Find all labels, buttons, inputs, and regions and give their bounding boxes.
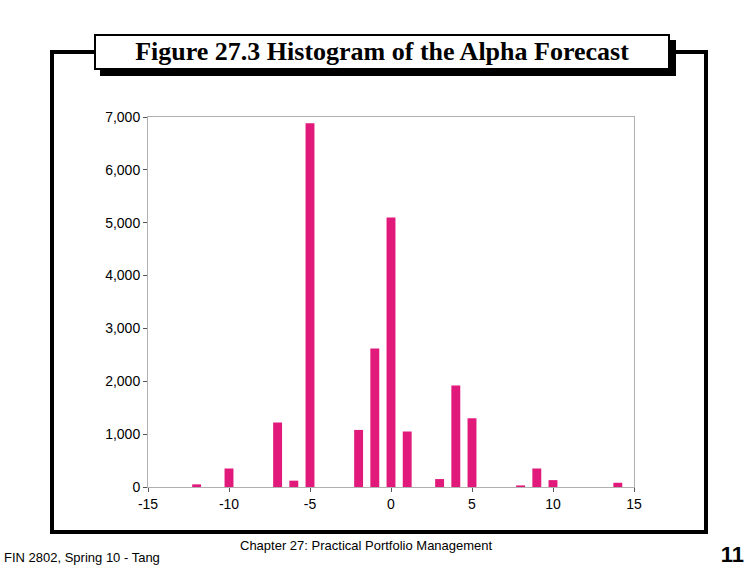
- html-text:Chapter 27: Practical Portfoli: Chapter 27: Practical Portfolio Manageme…: [240, 538, 493, 553]
- svg-text:7,000: 7,000: [105, 109, 140, 125]
- svg-text:-10: -10: [219, 496, 239, 512]
- svg-text:-5: -5: [304, 496, 317, 512]
- svg-text:5,000: 5,000: [105, 215, 140, 231]
- html-text:Figure 27.3 Histogram of the A: Figure 27.3 Histogram of the Alpha Forec…: [135, 37, 629, 66]
- svg-text:5: 5: [468, 496, 476, 512]
- svg-text:1,000: 1,000: [105, 426, 140, 442]
- svg-text:3,000: 3,000: [105, 320, 140, 336]
- svg-text:2,000: 2,000: [105, 373, 140, 389]
- svg-text:-15: -15: [138, 496, 158, 512]
- svg-text:15: 15: [626, 496, 642, 512]
- svg-text:10: 10: [545, 496, 561, 512]
- svg-text:0: 0: [387, 496, 395, 512]
- svg-text:4,000: 4,000: [105, 267, 140, 283]
- html-text:FIN 2802, Spring 10 - Tang: FIN 2802, Spring 10 - Tang: [4, 550, 160, 565]
- svg-text:6,000: 6,000: [105, 162, 140, 178]
- svg-text:0: 0: [132, 479, 140, 495]
- html-text:11: 11: [720, 542, 744, 567]
